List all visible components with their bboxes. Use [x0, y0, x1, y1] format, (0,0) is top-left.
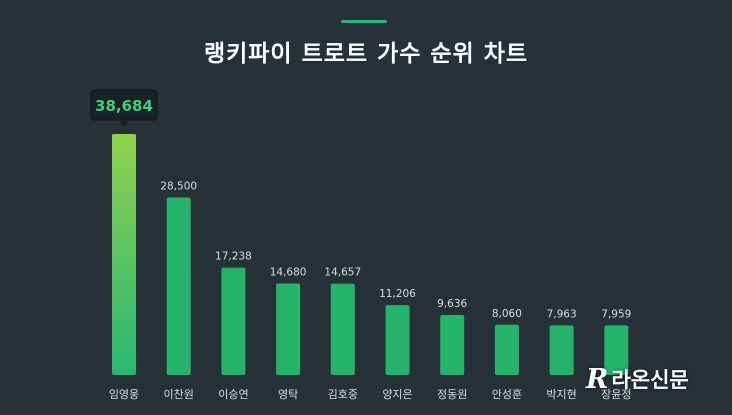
data-label: 7,963 — [547, 308, 577, 320]
data-label: 14,680 — [270, 267, 307, 279]
data-label: 14,657 — [324, 267, 361, 279]
bar-임영웅 — [112, 134, 136, 375]
data-label: 17,238 — [215, 251, 252, 263]
data-label: 11,206 — [379, 288, 416, 300]
bar-장윤정 — [604, 325, 629, 375]
bar-이찬원 — [166, 197, 191, 375]
bar-영탁 — [276, 283, 301, 375]
tooltip-pointer — [118, 120, 130, 127]
data-label: 7,959 — [601, 308, 631, 320]
bar-이승연 — [221, 267, 246, 375]
watermark: R 라온신문 — [586, 364, 689, 394]
bar-양지은 — [385, 305, 410, 375]
category-label: 이찬원 — [164, 387, 194, 401]
category-label: 안성훈 — [492, 388, 522, 401]
chart-title: 랭키파이 트로트 가수 순위 차트 — [203, 41, 529, 67]
data-label: 9,636 — [437, 298, 467, 310]
category-label: 영탁 — [278, 388, 298, 401]
data-label: 28,500 — [160, 180, 197, 192]
title-accent-line — [341, 20, 387, 23]
category-label: 장윤정 — [601, 388, 631, 401]
bar-정동원 — [440, 314, 465, 375]
data-label: 8,060 — [492, 308, 522, 320]
watermark-logo-icon: R — [586, 363, 609, 395]
bar-김호중 — [330, 283, 355, 375]
category-label: 양지은 — [382, 388, 412, 401]
bar-박지현 — [549, 325, 574, 375]
category-label: 박지현 — [546, 388, 576, 401]
category-label: 김호중 — [328, 388, 358, 401]
category-label: 이승연 — [218, 388, 248, 401]
category-label: 임영웅 — [109, 388, 139, 401]
data-label: 38,684 — [95, 97, 153, 115]
watermark-text: 라온신문 — [611, 368, 689, 392]
category-label: 정동원 — [437, 388, 467, 401]
bar-안성훈 — [494, 324, 519, 375]
